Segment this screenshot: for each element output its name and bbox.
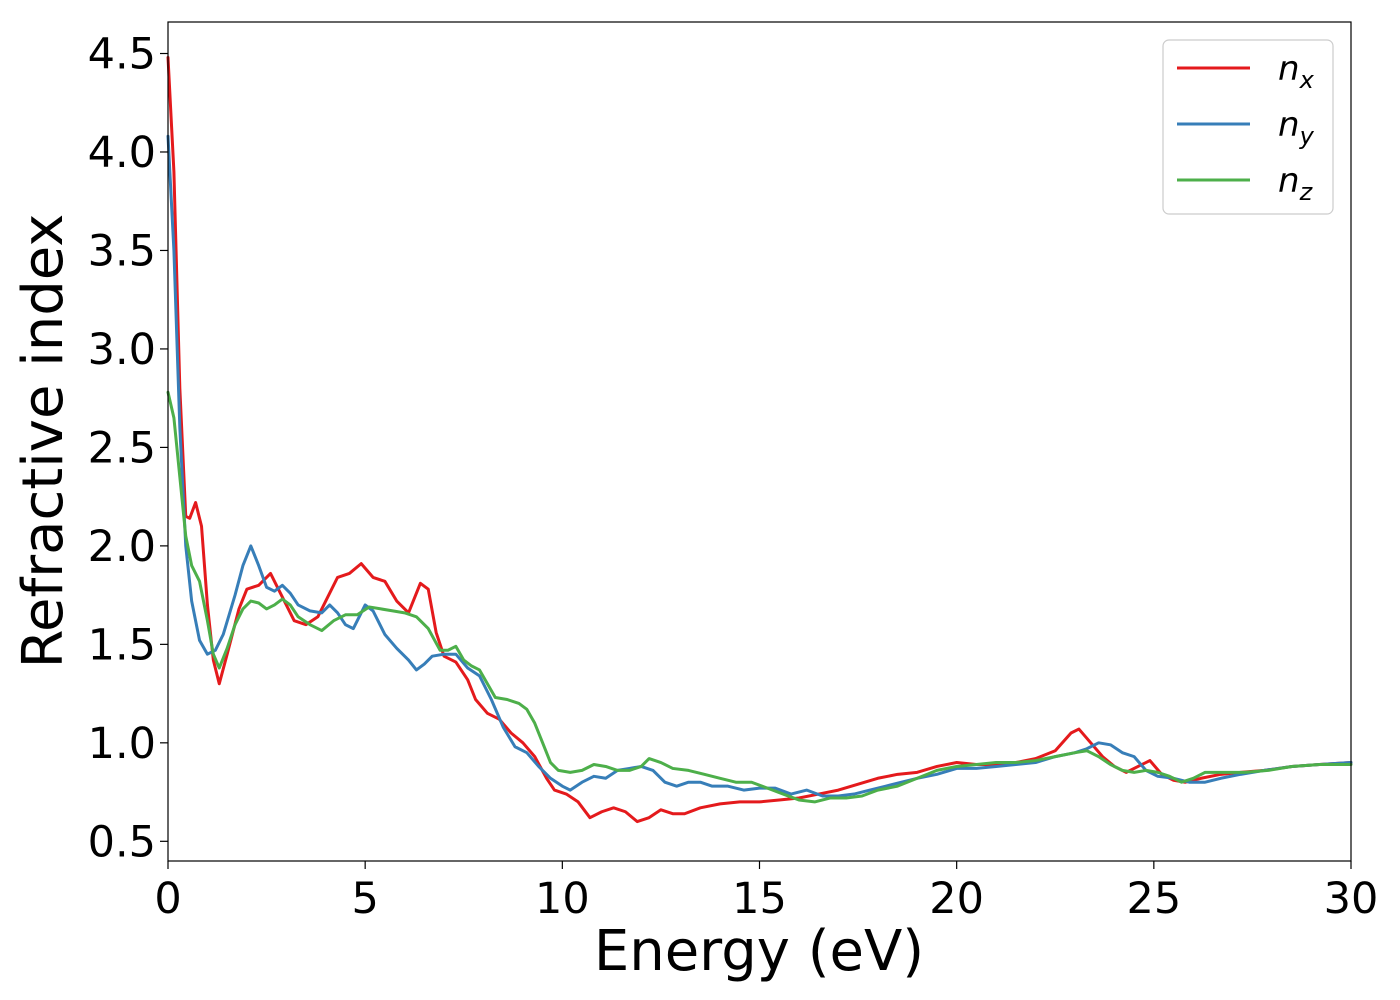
legend-label-subscript: y: [1299, 122, 1315, 150]
legend-label-base: n: [1278, 49, 1300, 89]
y-axis: 0.5 1.0 1.5 2.0 2.5 3.0 3.5 4.0 4.5: [88, 30, 168, 867]
x-tick-label: 25: [1126, 874, 1181, 924]
legend-label-x: nx: [1278, 49, 1315, 94]
x-tick-label: 15: [732, 874, 787, 924]
y-tick-label: 4.5: [88, 30, 156, 80]
legend-label-y: ny: [1278, 105, 1315, 150]
legend-label-z: nz: [1278, 161, 1314, 206]
y-tick-label: 2.0: [88, 522, 156, 572]
x-axis: 0 5 10 15 20 25 30: [154, 861, 1378, 924]
legend-label-subscript: z: [1299, 178, 1314, 206]
x-tick-label: 20: [929, 874, 984, 924]
series-line-z: [166, 390, 1353, 804]
y-tick-label: 3.0: [88, 325, 156, 375]
x-tick-label: 30: [1324, 874, 1379, 924]
y-tick-label: 4.0: [88, 128, 156, 178]
x-tick-label: 0: [154, 874, 181, 924]
x-tick-label: 10: [535, 874, 590, 924]
legend-box: [1162, 39, 1334, 215]
y-tick-label: 1.5: [88, 620, 156, 670]
y-tick-label: 2.5: [88, 423, 156, 473]
y-axis-title: Refractive index: [11, 214, 76, 669]
y-tick-label: 0.5: [88, 817, 156, 867]
x-axis-title: Energy (eV): [594, 919, 924, 984]
y-tick-label: 1.0: [88, 719, 156, 769]
legend-label-subscript: x: [1299, 66, 1315, 94]
legend-label-base: n: [1278, 105, 1300, 145]
plot-area: [168, 22, 1351, 861]
legend-label-base: n: [1278, 161, 1300, 201]
y-tick-label: 3.5: [88, 226, 156, 276]
series-layer: [166, 55, 1353, 824]
x-tick-label: 5: [351, 874, 378, 924]
